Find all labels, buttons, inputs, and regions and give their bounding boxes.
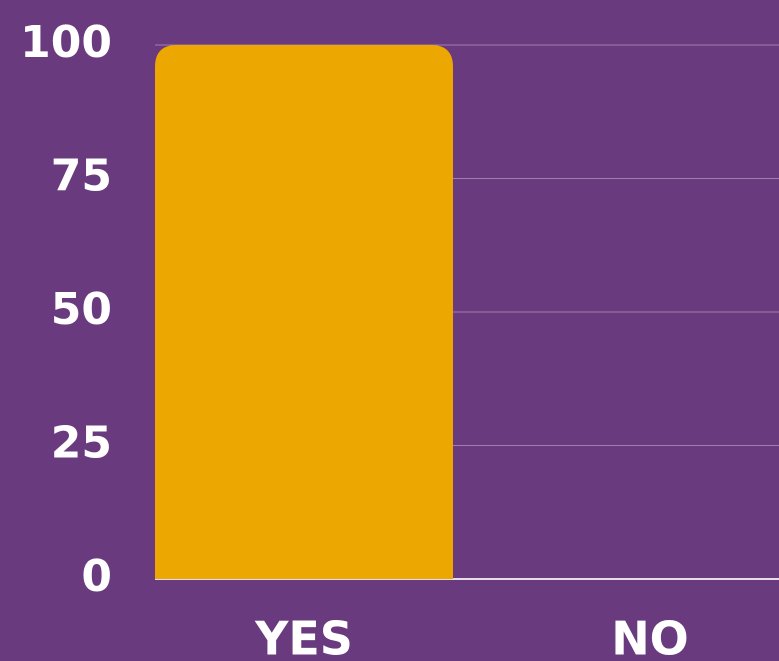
y-tick-label: 50: [51, 284, 112, 335]
y-tick-label: 25: [51, 418, 112, 469]
y-tick-label: 0: [81, 551, 112, 602]
bar: [155, 45, 453, 579]
x-tick-label: NO: [611, 612, 689, 661]
x-tick-label: YES: [254, 612, 353, 661]
y-tick-label: 75: [51, 151, 112, 202]
y-tick-label: 100: [20, 17, 112, 68]
